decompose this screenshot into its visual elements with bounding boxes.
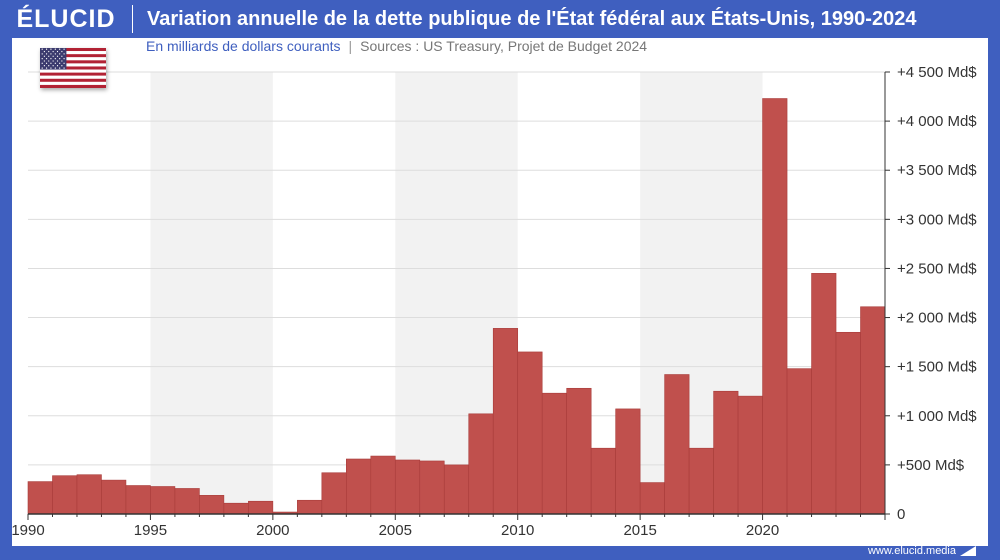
bar: [566, 387, 592, 515]
bar: [811, 273, 837, 515]
footer-url: www.elucid.media: [867, 545, 956, 557]
axes: [27, 71, 890, 520]
bar: [321, 472, 347, 515]
bar: [346, 458, 372, 515]
bar: [223, 502, 249, 515]
bar: [664, 374, 690, 515]
bar: [125, 485, 151, 515]
bar: [419, 460, 445, 515]
y-tick-label: +4 500 Md$: [897, 64, 977, 81]
bar: [615, 408, 641, 515]
bar: [199, 495, 225, 515]
chart-subtitle: En milliards de dollars courants | Sources…: [146, 38, 647, 54]
x-tick-labels: 1990 1995 2000 2005 2010 2015 2020: [11, 522, 779, 539]
x-tick-label: 2020: [746, 522, 779, 539]
subtitle-separator: |: [348, 38, 353, 54]
bar: [52, 475, 78, 515]
chart-title: Variation annuelle de la dette publique …: [147, 7, 917, 30]
sources-label: Sources : US Treasury, Projet de Budget …: [360, 38, 648, 54]
bar: [468, 413, 494, 515]
bar: [688, 447, 714, 515]
bar: [737, 395, 763, 515]
x-tick-label: 1990: [11, 522, 44, 539]
bar: [590, 447, 616, 515]
bar: [370, 455, 396, 515]
background-band: [150, 72, 273, 514]
bars: [27, 98, 886, 515]
bar: [762, 98, 788, 515]
bar: [76, 474, 102, 515]
y-tick-label: +3 500 Md$: [897, 162, 977, 179]
elucid-logo-mark-icon: [960, 546, 976, 556]
y-tick-labels: 0 +500 Md$ +1 000 Md$ +1 500 Md$ +2 000 Md$ +…: [897, 64, 977, 523]
y-tick-label: +2 000 Md$: [897, 310, 977, 327]
bar: [786, 368, 812, 515]
x-tick-label: 2000: [256, 522, 289, 539]
bar: [541, 392, 567, 515]
x-tick-label: 1995: [134, 522, 167, 539]
bar: [860, 306, 886, 515]
bar: [174, 488, 200, 515]
y-tick-label: +2 500 Md$: [897, 260, 977, 277]
brand-logo: ÉLUCID: [16, 4, 116, 33]
header-divider: [132, 5, 133, 33]
bar: [150, 486, 176, 515]
bar: [492, 328, 519, 515]
bar: [101, 479, 127, 515]
bar: [394, 459, 421, 515]
y-tick-label: +1 000 Md$: [897, 408, 977, 425]
bar: [443, 464, 470, 515]
x-tick-label: 2010: [501, 522, 534, 539]
bar: [27, 481, 53, 515]
y-tick-label: +3 000 Md$: [897, 211, 977, 228]
x-tick-label: 2005: [379, 522, 412, 539]
y-tick-label: 0: [897, 506, 905, 523]
bar: [639, 482, 665, 515]
y-tick-label: +500 Md$: [897, 457, 965, 474]
unit-label: En milliards de dollars courants: [146, 38, 341, 54]
bar: [517, 351, 543, 515]
us-flag-icon: [40, 48, 106, 88]
bar: [297, 499, 323, 515]
bar: [248, 500, 274, 515]
bar: [835, 331, 861, 515]
y-tick-label: +4 000 Md$: [897, 113, 977, 130]
x-tick-label: 2015: [623, 522, 656, 539]
header: ÉLUCID Variation annuelle de la dette pu…: [0, 0, 1000, 38]
bar: [713, 390, 739, 515]
y-tick-label: +1 500 Md$: [897, 359, 977, 376]
